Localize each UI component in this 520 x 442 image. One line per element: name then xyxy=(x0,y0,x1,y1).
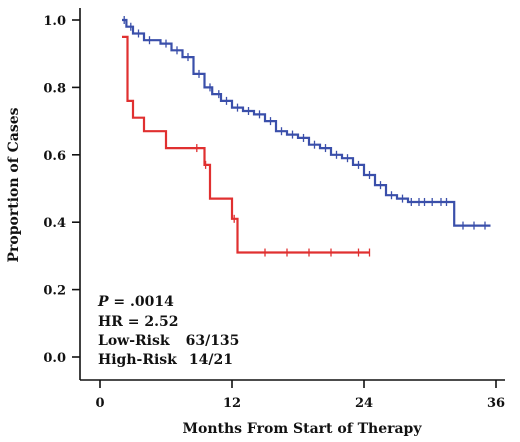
axes xyxy=(79,8,505,381)
y-tick-label: 1.0 xyxy=(43,14,66,29)
x-tick-label: 0 xyxy=(95,396,104,411)
axis-ticks: 0.0 0.2 0.4 0.6 0.8 1.0 0 12 24 36 xyxy=(43,14,505,411)
x-tick-label: 24 xyxy=(355,396,373,411)
x-tick-label: 36 xyxy=(487,396,505,411)
legend-high-risk-name: High-Risk xyxy=(98,352,177,368)
hazard-ratio-text: HR = 2.52 xyxy=(98,314,178,330)
series-line-low-risk xyxy=(122,18,491,227)
legend-low-risk-count: 63/135 xyxy=(186,333,240,349)
legend-low-risk-name: Low-Risk xyxy=(98,333,170,349)
y-tick-label: 0.0 xyxy=(43,351,66,366)
y-tick-label: 0.4 xyxy=(43,216,66,231)
p-value-text: P = .0014 xyxy=(97,294,174,310)
legend-high-risk-count: 14/21 xyxy=(189,352,233,368)
series-line-high-risk xyxy=(122,35,370,254)
p-label: P xyxy=(97,294,109,310)
p-value: = .0014 xyxy=(109,294,175,310)
y-tick-label: 0.6 xyxy=(43,149,66,164)
legend-high-risk: High-Risk 14/21 xyxy=(98,352,233,368)
annotation-block: P = .0014 HR = 2.52 Low-Risk 63/135 High-… xyxy=(97,294,239,368)
legend-low-risk: Low-Risk 63/135 xyxy=(98,333,239,349)
y-tick-label: 0.2 xyxy=(43,284,66,299)
series-layer xyxy=(122,16,491,257)
x-tick-label: 12 xyxy=(223,396,241,411)
y-tick-label: 0.8 xyxy=(43,81,66,96)
x-axis-title: Months From Start of Therapy xyxy=(183,421,423,437)
y-axis-title: Proportion of Cases xyxy=(6,107,22,262)
